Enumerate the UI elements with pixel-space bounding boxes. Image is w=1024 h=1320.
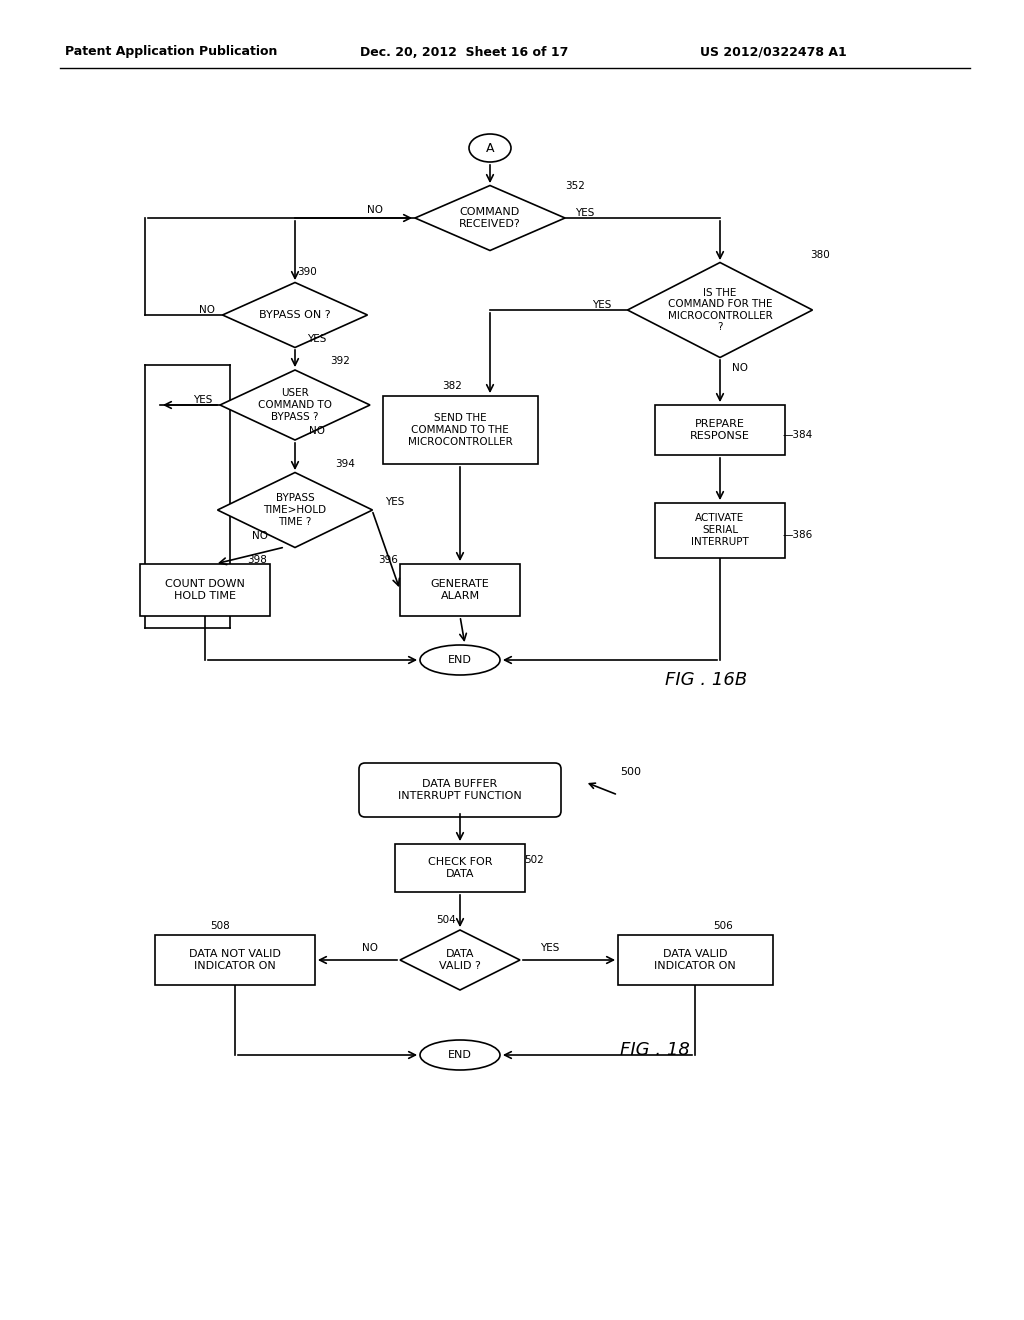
FancyBboxPatch shape xyxy=(383,396,538,465)
Text: NO: NO xyxy=(309,426,325,436)
Text: NO: NO xyxy=(362,942,378,953)
Text: PREPARE
RESPONSE: PREPARE RESPONSE xyxy=(690,420,750,441)
Text: 396: 396 xyxy=(378,554,398,565)
Text: 394: 394 xyxy=(335,459,355,469)
Text: USER
COMMAND TO
BYPASS ?: USER COMMAND TO BYPASS ? xyxy=(258,388,332,421)
Text: YES: YES xyxy=(592,300,611,310)
Polygon shape xyxy=(400,931,520,990)
Text: IS THE
COMMAND FOR THE
MICROCONTROLLER
?: IS THE COMMAND FOR THE MICROCONTROLLER ? xyxy=(668,288,772,333)
Ellipse shape xyxy=(420,645,500,675)
Text: 390: 390 xyxy=(297,267,316,277)
FancyBboxPatch shape xyxy=(400,564,520,616)
Text: COUNT DOWN
HOLD TIME: COUNT DOWN HOLD TIME xyxy=(165,579,245,601)
Text: YES: YES xyxy=(541,942,560,953)
Text: 398: 398 xyxy=(247,554,267,565)
Text: END: END xyxy=(449,1049,472,1060)
Polygon shape xyxy=(415,186,565,251)
FancyBboxPatch shape xyxy=(155,935,315,985)
Text: DATA VALID
INDICATOR ON: DATA VALID INDICATOR ON xyxy=(654,949,736,970)
Text: FIG . 16B: FIG . 16B xyxy=(665,671,748,689)
Text: 352: 352 xyxy=(565,181,585,191)
Polygon shape xyxy=(628,263,812,358)
Text: ACTIVATE
SERIAL
INTERRUPT: ACTIVATE SERIAL INTERRUPT xyxy=(691,513,749,546)
Text: DATA BUFFER
INTERRUPT FUNCTION: DATA BUFFER INTERRUPT FUNCTION xyxy=(398,779,522,801)
Text: —384: —384 xyxy=(783,430,813,440)
Text: US 2012/0322478 A1: US 2012/0322478 A1 xyxy=(700,45,847,58)
Text: NO: NO xyxy=(199,305,215,315)
Text: END: END xyxy=(449,655,472,665)
Text: 382: 382 xyxy=(442,381,462,391)
Text: BYPASS
TIME>HOLD
TIME ?: BYPASS TIME>HOLD TIME ? xyxy=(263,494,327,527)
Text: 380: 380 xyxy=(810,249,829,260)
Text: 502: 502 xyxy=(524,855,544,865)
Text: YES: YES xyxy=(575,209,595,218)
Polygon shape xyxy=(220,370,370,440)
Text: GENERATE
ALARM: GENERATE ALARM xyxy=(431,579,489,601)
Text: Patent Application Publication: Patent Application Publication xyxy=(65,45,278,58)
Text: 504: 504 xyxy=(436,915,456,925)
Ellipse shape xyxy=(420,1040,500,1071)
Text: COMMAND
RECEIVED?: COMMAND RECEIVED? xyxy=(459,207,521,228)
Text: Dec. 20, 2012  Sheet 16 of 17: Dec. 20, 2012 Sheet 16 of 17 xyxy=(360,45,568,58)
Text: 508: 508 xyxy=(210,921,229,931)
Text: SEND THE
COMMAND TO THE
MICROCONTROLLER: SEND THE COMMAND TO THE MICROCONTROLLER xyxy=(408,413,512,446)
Text: A: A xyxy=(485,141,495,154)
Text: CHECK FOR
DATA: CHECK FOR DATA xyxy=(428,857,493,879)
Text: BYPASS ON ?: BYPASS ON ? xyxy=(259,310,331,319)
Text: YES: YES xyxy=(307,334,327,345)
Text: NO: NO xyxy=(367,205,383,215)
Polygon shape xyxy=(222,282,368,347)
FancyBboxPatch shape xyxy=(655,503,785,557)
FancyBboxPatch shape xyxy=(395,843,525,892)
Text: FIG . 18: FIG . 18 xyxy=(620,1041,690,1059)
Text: NO: NO xyxy=(732,363,748,374)
FancyBboxPatch shape xyxy=(655,405,785,455)
Text: DATA
VALID ?: DATA VALID ? xyxy=(439,949,481,970)
Text: YES: YES xyxy=(194,395,213,405)
FancyBboxPatch shape xyxy=(359,763,561,817)
Text: —386: —386 xyxy=(783,531,813,540)
Text: DATA NOT VALID
INDICATOR ON: DATA NOT VALID INDICATOR ON xyxy=(189,949,281,970)
FancyBboxPatch shape xyxy=(140,564,270,616)
Polygon shape xyxy=(217,473,373,548)
Text: NO: NO xyxy=(252,531,268,541)
FancyBboxPatch shape xyxy=(617,935,772,985)
Text: 506: 506 xyxy=(713,921,733,931)
Ellipse shape xyxy=(469,135,511,162)
Text: 500: 500 xyxy=(620,767,641,777)
Text: 392: 392 xyxy=(330,356,350,366)
Text: YES: YES xyxy=(385,498,404,507)
